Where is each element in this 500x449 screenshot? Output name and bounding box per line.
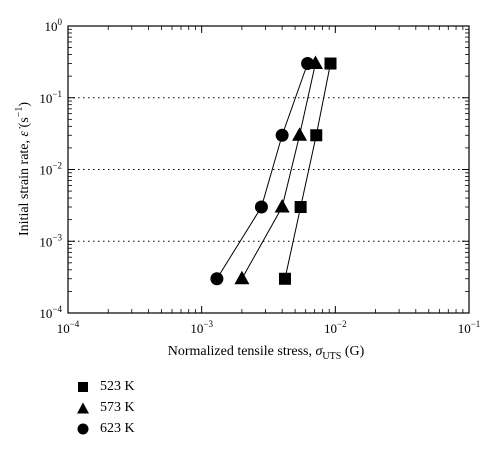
x-axis-label-unit: (G)	[341, 344, 364, 359]
series-lines	[216, 63, 331, 280]
series-line-circle	[216, 63, 309, 280]
grid-lines	[68, 97, 469, 242]
square-data-point	[310, 129, 323, 142]
x-axis-label-sub: UTS	[322, 351, 341, 362]
square-data-point	[294, 201, 307, 214]
legend-label-573k: 573 K	[100, 399, 135, 415]
square-marker-icon	[78, 381, 88, 392]
series-markers	[210, 55, 337, 286]
triangle-marker-icon	[77, 402, 89, 413]
series-line-triangle	[241, 63, 316, 280]
x-tick-label: 10−2	[324, 319, 347, 336]
y-axis-label-unit-exp: −1	[14, 107, 25, 118]
x-axis-label-symbol: σ	[316, 344, 324, 359]
legend-item-573k: 573 K	[74, 397, 135, 418]
axis-ticks	[67, 25, 470, 314]
y-tick-label: 100	[45, 17, 63, 34]
x-tick-labels: 10−4 10−3 10−2 10−1	[57, 319, 481, 336]
y-axis-label-symbol: ε̇	[17, 127, 32, 137]
y-tick-label: 10−1	[39, 89, 62, 106]
circle-data-point	[254, 200, 268, 214]
x-axis-label-main: Normalized tensile stress,	[168, 344, 316, 359]
triangle-data-point	[274, 199, 290, 213]
triangle-data-point	[292, 127, 308, 141]
y-tick-labels: 10−4 10−3 10−2 10−1 100	[39, 17, 62, 321]
legend-item-523k: 523 K	[74, 376, 135, 397]
y-tick-label: 10−3	[39, 232, 62, 249]
circle-data-point	[301, 57, 315, 71]
y-axis-label-unit: (s	[17, 117, 32, 131]
circle-data-point	[210, 272, 224, 286]
y-tick-label: 10−4	[39, 304, 62, 321]
y-tick-label: 10−2	[39, 161, 62, 178]
x-tick-label: 10−3	[190, 319, 213, 336]
x-tick-label: 10−1	[458, 319, 481, 336]
series-line-square	[284, 63, 331, 279]
square-data-point	[278, 272, 291, 285]
circle-data-point	[275, 128, 289, 142]
circle-marker-icon	[77, 423, 89, 434]
y-axis-label-unit-close: )	[17, 102, 32, 107]
x-axis-label: Normalized tensile stress, σUTS (G)	[168, 344, 365, 362]
square-data-point	[324, 57, 337, 70]
y-axis-label-main: Initial strain rate,	[17, 136, 32, 236]
legend-item-623k: 623 K	[74, 418, 135, 439]
legend: 523 K 573 K 623 K	[74, 376, 135, 439]
legend-label-523k: 523 K	[100, 378, 135, 394]
triangle-data-point	[234, 270, 250, 285]
x-tick-label: 10−4	[57, 319, 80, 336]
legend-label-623k: 623 K	[100, 420, 135, 436]
y-axis-label: Initial strain rate, ε̇ (s−1)	[14, 102, 32, 236]
